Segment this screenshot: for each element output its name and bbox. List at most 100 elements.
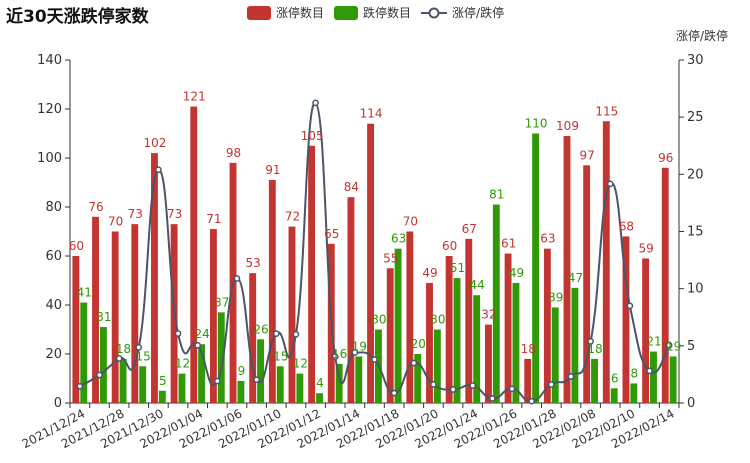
bar-limit-down-label: 16 (332, 347, 347, 361)
bar-limit-up (131, 224, 139, 403)
y-left-tick-label: 40 (45, 298, 62, 313)
bar-limit-down-label: 24 (194, 327, 209, 341)
y-right-tick-label: 30 (687, 53, 704, 68)
bar-limit-down-label: 30 (430, 313, 445, 327)
bar-limit-up-label: 121 (183, 90, 206, 104)
bar-limit-down (532, 133, 540, 403)
bar-limit-up (504, 253, 512, 403)
bar-limit-down (433, 329, 441, 403)
bar-limit-down (473, 295, 481, 403)
legend-line-icon (421, 7, 448, 18)
ratio-point (547, 381, 555, 388)
y-left-tick-label: 140 (37, 53, 62, 68)
bar-limit-down-label: 26 (253, 322, 268, 336)
ratio-point (115, 355, 123, 362)
y-right-tick-label: 20 (687, 167, 704, 182)
bar-limit-down-label: 12 (175, 357, 190, 371)
bar-limit-down-label: 31 (96, 310, 111, 324)
bar-limit-up-label: 73 (167, 207, 182, 221)
bar-limit-up-label: 73 (128, 207, 143, 221)
ratio-point (567, 373, 575, 380)
ratio-point (331, 353, 339, 360)
bar-limit-down (591, 358, 598, 403)
ratio-point (194, 342, 202, 349)
bar-limit-down (512, 282, 520, 403)
y-left-tick-label: 80 (45, 200, 62, 215)
bar-limit-up (524, 358, 532, 403)
bar-limit-down-label: 8 (631, 366, 639, 380)
bar-limit-down-label: 18 (587, 342, 602, 356)
bar-limit-down-label: 19 (352, 339, 367, 353)
bar-limit-up (367, 123, 374, 403)
bar-limit-up-label: 70 (403, 215, 418, 229)
bar-limit-up-label: 97 (580, 148, 595, 162)
bar-limit-up (622, 236, 630, 403)
bar-limit-down (139, 366, 147, 403)
ratio-point (646, 367, 653, 375)
bar-limit-up (445, 256, 453, 403)
bar-limit-up-label: 53 (246, 256, 261, 270)
ratio-point (528, 397, 536, 405)
ratio-point (449, 386, 457, 393)
bar-limit-up (661, 167, 669, 403)
bar-limit-down (630, 383, 638, 403)
ratio-point (489, 395, 496, 402)
bar-limit-up (583, 165, 591, 403)
bar-limit-up (72, 256, 80, 403)
bar-limit-down-label: 5 (159, 374, 167, 388)
bar-limit-down-label: 30 (371, 313, 386, 327)
ratio-point (587, 338, 594, 345)
legend-label-ratio: 涨停/跌停 (452, 6, 505, 20)
bar-limit-up-label: 109 (556, 119, 579, 133)
bar-limit-up-label: 70 (108, 215, 123, 229)
ratio-point (390, 389, 398, 397)
bar-limit-down-label: 39 (548, 290, 563, 304)
ratio-point (233, 275, 241, 282)
bar-limit-down-label: 41 (77, 286, 92, 300)
bar-limit-up (543, 248, 551, 403)
bar-limit-up (465, 238, 473, 403)
bar-limit-down-label: 110 (525, 117, 548, 131)
bar-limit-up (151, 153, 158, 403)
bar-limit-down-label: 81 (489, 188, 504, 202)
bar-limit-down-label: 15 (136, 349, 151, 363)
bar-limit-up-label: 114 (360, 107, 383, 121)
bar-limit-up (484, 324, 492, 403)
y-left-tick-label: 20 (45, 347, 62, 362)
bar-limit-down (316, 393, 323, 403)
bar-limit-down (178, 373, 186, 403)
bar-limit-up-label: 67 (462, 222, 477, 236)
bar-limit-up (308, 145, 316, 403)
y-right-tick-label: 10 (687, 282, 704, 297)
bar-limit-up-label: 68 (619, 219, 634, 233)
bar-limit-up-label: 59 (638, 241, 653, 255)
bar-limit-down (551, 307, 559, 403)
bar-limit-up-label: 102 (144, 136, 167, 150)
ratio-point (76, 382, 84, 390)
legend-item-limit-down[interactable]: 跌停数目 (334, 4, 411, 21)
bar-limit-down (99, 327, 107, 403)
bar-limit-down-label: 4 (316, 376, 324, 390)
bar-limit-up-label: 18 (521, 342, 536, 356)
bar-limit-down (414, 354, 422, 403)
bar-limit-up (190, 106, 198, 404)
bar-limit-down-label: 12 (293, 357, 308, 371)
y-right-tick-label: 0 (687, 396, 695, 411)
bar-limit-up (111, 231, 119, 403)
bar-limit-down-label: 44 (470, 278, 485, 292)
legend-swatch-limit-down (334, 5, 359, 20)
bar-limit-down-label: 6 (611, 371, 619, 385)
bar-limit-down (217, 312, 225, 403)
bar-limit-down (571, 287, 579, 403)
bar-limit-down (669, 356, 677, 403)
ratio-point (312, 99, 319, 107)
bar-limit-down (276, 366, 284, 403)
legend-item-limit-up[interactable]: 涨停数目 (247, 4, 324, 21)
ratio-point (351, 349, 359, 356)
bar-limit-down-label: 51 (450, 261, 465, 275)
bar-limit-up (249, 273, 257, 403)
legend-item-ratio[interactable]: 涨停/跌停 (421, 4, 504, 21)
ratio-point (469, 382, 477, 389)
bar-limit-up (92, 216, 99, 403)
